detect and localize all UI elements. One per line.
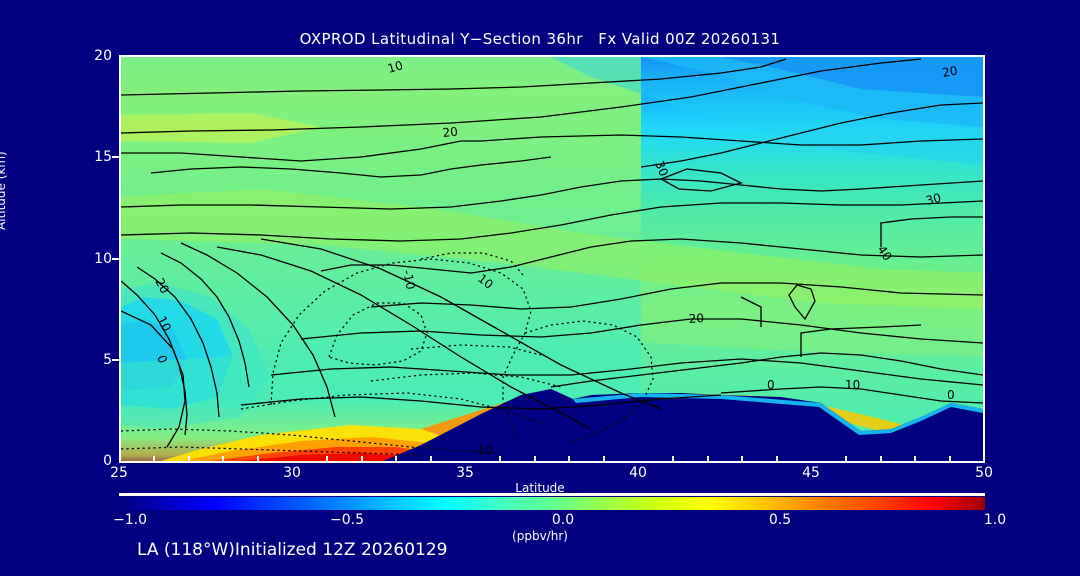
colorbar-tick-label: −0.5	[330, 512, 364, 528]
y-tick-mark	[112, 156, 119, 158]
colorbar-tick-label: 0.5	[768, 512, 792, 528]
colorbar-units-label: (ppbv/hr)	[512, 529, 568, 543]
contour-label: -10	[473, 443, 493, 457]
contour-label: 30	[924, 191, 942, 208]
x-tick-mark	[845, 456, 847, 463]
contour-label: 10	[154, 314, 174, 334]
x-axis-title: Latitude	[515, 481, 565, 495]
x-tick-mark	[672, 456, 674, 463]
contour-label: 10	[386, 58, 405, 76]
x-tick-mark	[880, 456, 882, 463]
contour-label: 20	[941, 64, 958, 80]
x-tick-mark	[776, 456, 778, 463]
colorbar-tick-label: 0.0	[551, 512, 575, 528]
x-tick-mark	[914, 456, 916, 463]
colorbar-top-rule	[119, 493, 985, 496]
colorbar-tick-label: 1.0	[983, 512, 1007, 528]
contour-label: -10	[400, 269, 418, 291]
contour-label: 20	[152, 276, 172, 296]
x-tick-mark	[326, 456, 328, 463]
y-tick-label: 5	[103, 352, 112, 368]
contour-label: 0	[767, 378, 775, 392]
x-tick-label: 50	[975, 465, 993, 481]
x-tick-label: 40	[629, 465, 647, 481]
contour-label: 0	[154, 353, 170, 365]
colorbar-tick-label: −1.0	[113, 512, 147, 528]
x-tick-mark	[188, 456, 190, 463]
x-tick-mark	[430, 456, 432, 463]
cross-section-field: 10 20 30 20 30 40 10 20 20 10 0 -10 -10 …	[121, 57, 983, 461]
x-tick-label: 35	[456, 465, 474, 481]
x-tick-mark	[222, 456, 224, 463]
x-tick-mark	[499, 456, 501, 463]
x-tick-mark	[361, 456, 363, 463]
x-tick-label: 45	[802, 465, 820, 481]
chart-title: OXPROD Latitudinal Y−Section 36hr Fx Val…	[299, 30, 781, 48]
x-tick-mark	[949, 456, 951, 463]
x-tick-mark	[534, 456, 536, 463]
colorbar-gradient	[119, 497, 985, 510]
y-tick-label: 10	[94, 251, 112, 267]
y-tick-mark	[112, 258, 119, 260]
contour-label: 20	[442, 124, 459, 140]
y-axis-title: Altitude (km)	[0, 151, 8, 230]
x-tick-mark	[395, 456, 397, 463]
figure-footer-caption: LA (118°W)Initialized 12Z 20260129	[137, 540, 448, 560]
y-tick-label: 0	[103, 453, 112, 469]
x-tick-mark	[707, 456, 709, 463]
y-tick-label: 20	[94, 48, 112, 64]
x-tick-label: 25	[110, 465, 128, 481]
x-tick-mark	[603, 456, 605, 463]
contour-label: 30	[652, 159, 671, 178]
x-tick-mark	[153, 456, 155, 463]
y-tick-label: 15	[94, 149, 112, 165]
x-tick-label: 30	[283, 465, 301, 481]
x-tick-mark	[257, 456, 259, 463]
x-tick-mark	[568, 456, 570, 463]
plot-area: 10 20 30 20 30 40 10 20 20 10 0 -10 -10 …	[119, 55, 985, 463]
plot-clip: 10 20 30 20 30 40 10 20 20 10 0 -10 -10 …	[121, 57, 983, 461]
contour-label: 20	[688, 311, 704, 326]
x-tick-mark	[741, 456, 743, 463]
contour-label: 10	[845, 378, 860, 392]
y-tick-mark	[112, 359, 119, 361]
contour-label: 0	[947, 388, 955, 402]
